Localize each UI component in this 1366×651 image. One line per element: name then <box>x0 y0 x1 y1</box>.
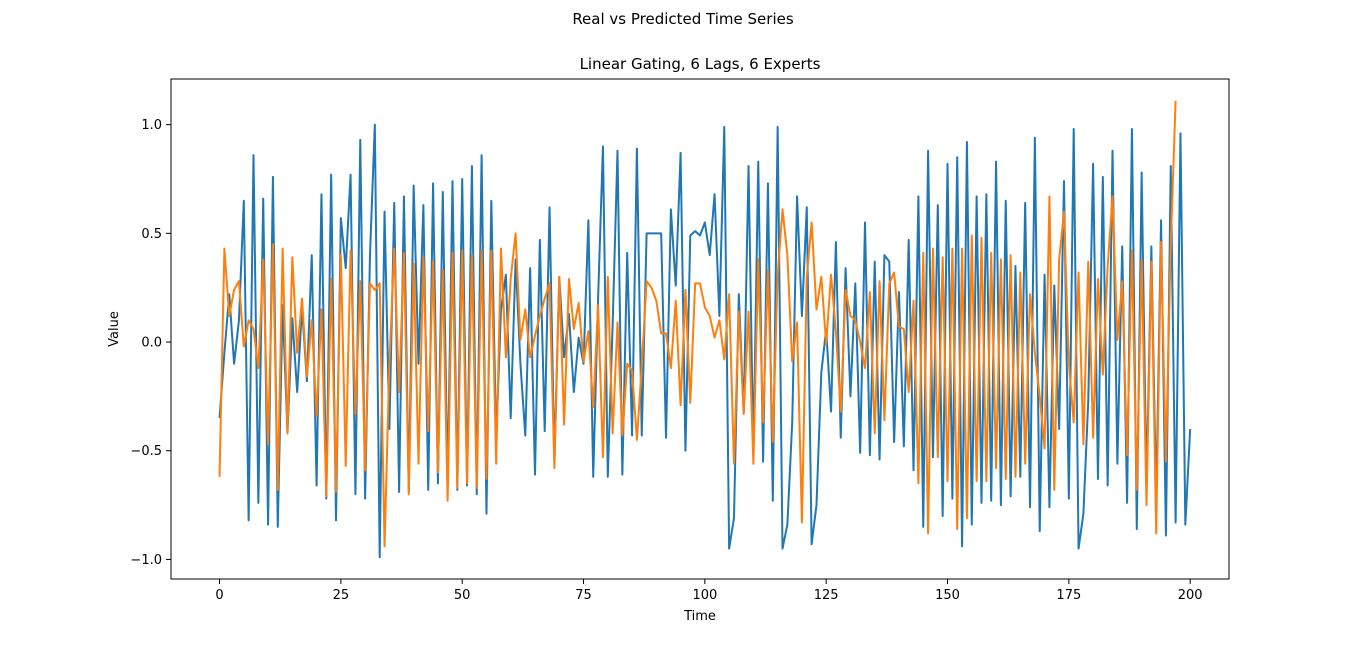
chart-title: Linear Gating, 6 Lags, 6 Experts <box>579 55 821 73</box>
y-tick-label: 0.0 <box>141 336 162 351</box>
figure-suptitle: Real vs Predicted Time Series <box>572 10 794 28</box>
plot-lines <box>218 100 1192 559</box>
x-tick-label: 125 <box>814 588 839 603</box>
x-axis-label: Time <box>683 609 716 624</box>
y-axis-label: Value <box>107 311 122 347</box>
y-tick-label: 0.5 <box>141 227 162 242</box>
real-series-line <box>218 123 1192 559</box>
x-tick-label: 100 <box>692 588 717 603</box>
x-tick-label: 75 <box>575 588 592 603</box>
y-tick-label: 1.0 <box>141 118 162 133</box>
x-tick-label: 150 <box>935 588 960 603</box>
x-tick-label: 0 <box>215 588 223 603</box>
y-tick-label: −1.0 <box>130 553 162 568</box>
x-tick-label: 200 <box>1178 588 1203 603</box>
x-tick-label: 50 <box>454 588 471 603</box>
x-axis: 0 25 50 75 100 125 150 175 200 <box>215 579 1203 603</box>
axes-frame <box>170 78 1230 580</box>
y-tick-label: −0.5 <box>130 444 162 459</box>
predicted-series-line <box>218 100 1177 548</box>
x-tick-label: 175 <box>1056 588 1081 603</box>
y-axis: −1.0 −0.5 0.0 0.5 1.0 <box>130 118 171 568</box>
x-tick-label: 25 <box>333 588 350 603</box>
